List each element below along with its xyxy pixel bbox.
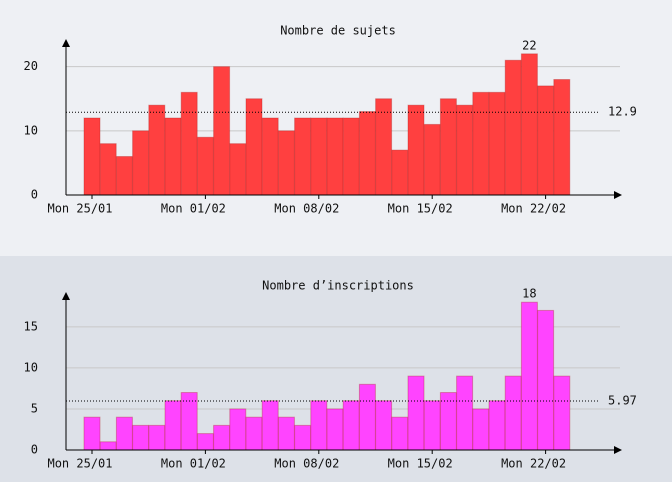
- bar: [132, 424, 150, 451]
- bar: [488, 91, 506, 196]
- bar: [326, 117, 344, 196]
- x-tick-label: Mon 22/02: [501, 457, 566, 471]
- bar: [391, 149, 409, 196]
- x-tick-label: Mon 15/02: [388, 457, 453, 471]
- bar: [132, 130, 150, 196]
- bar: [375, 98, 393, 196]
- chart-title: Nombre d’inscriptions: [262, 279, 414, 293]
- y-tick-label: 0: [31, 443, 38, 457]
- bar: [423, 123, 441, 196]
- bar: [326, 408, 344, 451]
- bar: [245, 98, 263, 196]
- y-axis-arrow: [62, 39, 70, 47]
- bar: [115, 156, 133, 196]
- y-tick-label: 10: [24, 123, 38, 137]
- bar: [456, 104, 474, 196]
- x-axis-arrow: [614, 191, 622, 199]
- bar: [423, 400, 441, 451]
- bar: [375, 400, 393, 451]
- x-tick-label: Mon 08/02: [274, 202, 339, 216]
- bar: [164, 400, 182, 451]
- bar: [99, 441, 117, 451]
- bar: [391, 416, 409, 451]
- bar: [358, 111, 376, 196]
- bar: [456, 375, 474, 451]
- x-axis-arrow: [614, 446, 622, 454]
- bar: [245, 416, 263, 451]
- bar: [213, 66, 231, 196]
- x-tick-label: Mon 25/01: [47, 457, 112, 471]
- data-label: 22: [522, 38, 536, 52]
- bar: [310, 400, 328, 451]
- bar: [148, 104, 166, 196]
- bar: [294, 117, 312, 196]
- y-tick-label: 20: [24, 59, 38, 73]
- bar: [472, 408, 490, 451]
- bar: [342, 117, 360, 196]
- bar: [358, 383, 376, 451]
- bar: [229, 143, 247, 196]
- bar: [83, 416, 101, 451]
- bar: [553, 375, 571, 451]
- x-tick-label: Mon 22/02: [501, 202, 566, 216]
- bar: [520, 53, 538, 196]
- x-tick-label: Mon 25/01: [47, 202, 112, 216]
- chart-title: Nombre de sujets: [280, 24, 396, 38]
- bar: [261, 400, 279, 451]
- bar: [196, 136, 214, 196]
- bar: [196, 433, 214, 451]
- bar: [277, 130, 295, 196]
- x-tick-label: Mon 08/02: [274, 457, 339, 471]
- x-tick-label: Mon 15/02: [388, 202, 453, 216]
- bar: [180, 91, 198, 196]
- y-tick-label: 15: [24, 319, 38, 333]
- bar: [148, 424, 166, 451]
- bar: [407, 375, 425, 451]
- bar: [294, 424, 312, 451]
- x-tick-label: Mon 01/02: [161, 202, 226, 216]
- y-tick-label: 10: [24, 360, 38, 374]
- bar: [537, 309, 555, 451]
- bar: [83, 117, 101, 196]
- bar: [277, 416, 295, 451]
- average-label: 5.97: [608, 393, 637, 407]
- bar: [439, 98, 457, 196]
- x-tick-label: Mon 01/02: [161, 457, 226, 471]
- bar: [553, 79, 571, 196]
- bar: [537, 85, 555, 196]
- data-label: 18: [522, 287, 536, 301]
- y-tick-label: 5: [31, 401, 38, 415]
- bar: [229, 408, 247, 451]
- y-tick-label: 0: [31, 188, 38, 202]
- bar: [520, 301, 538, 451]
- bar: [407, 104, 425, 196]
- bar: [472, 91, 490, 196]
- bar: [504, 375, 522, 451]
- average-label: 12.9: [608, 105, 637, 119]
- bar: [261, 117, 279, 196]
- bar: [115, 416, 133, 451]
- bar: [504, 59, 522, 196]
- bar: [99, 143, 117, 196]
- bar: [213, 424, 231, 451]
- bar: [488, 400, 506, 451]
- bar: [342, 400, 360, 451]
- bar: [310, 117, 328, 196]
- bar: [164, 117, 182, 196]
- y-axis-arrow: [62, 292, 70, 300]
